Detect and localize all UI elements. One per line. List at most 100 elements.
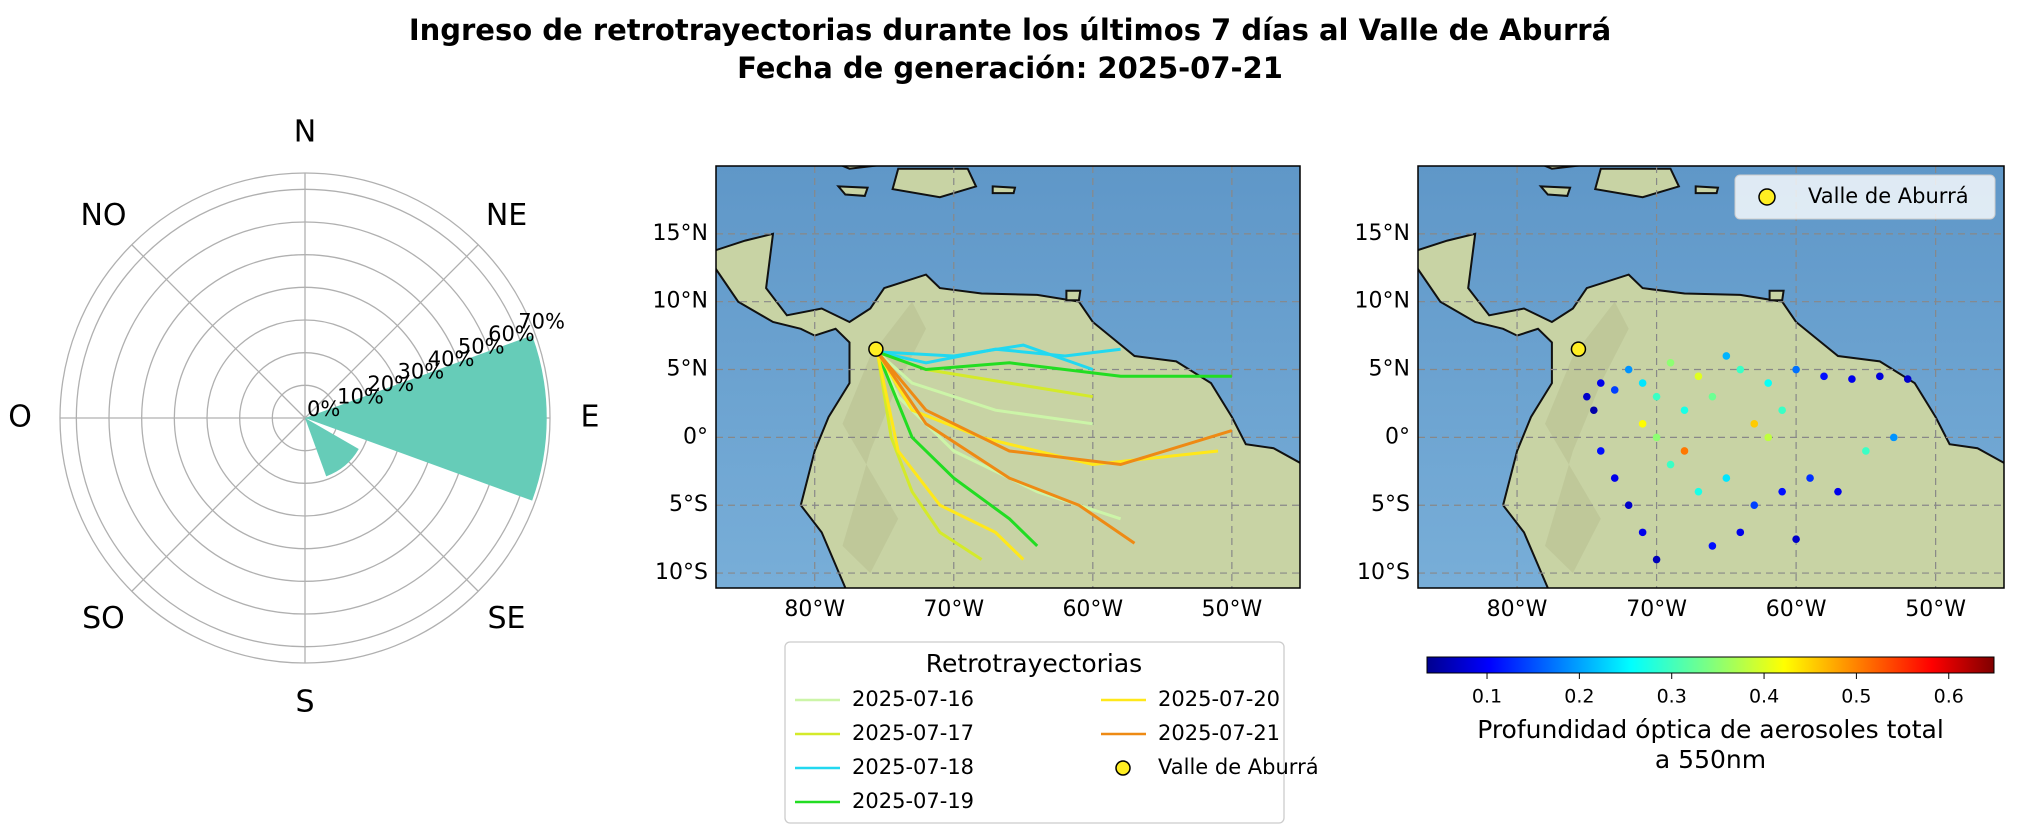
colorbar-tick-label: 0.1: [1472, 686, 1502, 708]
aod-point: [1583, 392, 1591, 401]
site-marker: [868, 341, 884, 357]
aod-point: [1708, 392, 1717, 401]
spoke: [131, 417, 306, 592]
x-tick-label: 50°W: [1201, 597, 1262, 622]
spoke: [131, 244, 306, 419]
aod-point: [1610, 386, 1619, 394]
island: [991, 185, 1017, 195]
aod-point: [1792, 535, 1800, 543]
aod-point: [1694, 372, 1703, 381]
aod-point: [1806, 474, 1814, 482]
aod-point: [1666, 460, 1675, 469]
y-tick-label: 10°S: [655, 560, 708, 585]
direction-label: E: [581, 400, 600, 435]
direction-label: SO: [82, 601, 125, 636]
r-tick-label: 70%: [518, 309, 565, 333]
aod-point: [1848, 375, 1856, 383]
aod-point: [1876, 372, 1884, 381]
y-tick-label: 15°N: [1355, 221, 1410, 246]
trajectory: [875, 351, 1039, 547]
x-tick-label: 70°W: [923, 597, 984, 622]
aod-point: [1862, 447, 1870, 455]
aod-point: [1694, 487, 1703, 496]
direction-label: N: [294, 115, 316, 150]
direction-label: SE: [488, 601, 526, 636]
y-tick-label: 5°S: [1371, 492, 1410, 517]
island: [1538, 185, 1572, 197]
colorbar-tick-label: 0.2: [1564, 686, 1594, 708]
colorbar: [1426, 656, 1995, 674]
aod-point: [1792, 365, 1800, 374]
y-tick-label: 10°N: [653, 289, 708, 314]
aod-point: [1624, 501, 1633, 510]
aod-point: [1820, 372, 1828, 381]
y-tick-label: 5°N: [667, 357, 708, 382]
aod-point: [1708, 542, 1717, 550]
r-tick-label: 0%: [307, 397, 340, 421]
trajectory: [875, 351, 1025, 561]
island: [891, 167, 978, 199]
aod-point: [1638, 528, 1647, 537]
aod-point: [1652, 392, 1661, 401]
aod-point: [1889, 433, 1898, 442]
trajectory: [876, 350, 1094, 426]
aod-point: [1596, 447, 1605, 455]
colorbar-tick-label: 0.6: [1934, 686, 1964, 708]
direction-label: S: [295, 685, 314, 720]
legend-title: Retrotrayectorias: [926, 649, 1142, 678]
aod-point: [1652, 555, 1661, 564]
y-tick-label: 5°N: [1369, 357, 1410, 382]
y-tick-label: 10°S: [1357, 560, 1410, 585]
legend-label: 2025-07-17: [852, 721, 974, 745]
aod-point: [1764, 433, 1773, 442]
trajectory: [877, 343, 1094, 371]
map-frame: [1417, 165, 2005, 589]
aod-point: [1736, 528, 1745, 537]
x-tick-label: 70°W: [1626, 597, 1687, 622]
x-tick-label: 80°W: [784, 597, 845, 622]
legend-swatch: [1758, 188, 1776, 206]
island: [1694, 185, 1720, 195]
legend-label: 2025-07-19: [852, 789, 974, 813]
map-area: [716, 166, 1300, 588]
spoke: [304, 244, 479, 419]
colorbar-tick-label: 0.3: [1657, 686, 1687, 708]
aod-point: [1736, 365, 1745, 374]
aod-point: [1764, 379, 1773, 387]
sector: [305, 335, 547, 501]
colorbar-tick-label: 0.5: [1841, 686, 1871, 708]
island: [1065, 289, 1082, 302]
colorbar-tick-label: 0.4: [1749, 686, 1779, 708]
r-tick-label: 50%: [458, 334, 505, 358]
aod-point: [1778, 487, 1786, 496]
island: [1768, 289, 1785, 302]
subtitle: Fecha de generación: 2025-07-21: [737, 51, 1283, 85]
x-tick-label: 60°W: [1062, 597, 1123, 622]
legend-box: [784, 641, 1285, 824]
colorbar-label: a 550nm: [1655, 745, 1766, 774]
map-frame: [715, 165, 1301, 589]
y-tick-label: 10°N: [1355, 289, 1410, 314]
aod-point: [1680, 447, 1689, 455]
trajectory: [876, 350, 1232, 378]
y-tick-label: 5°S: [669, 492, 708, 517]
aod-point: [1666, 358, 1675, 367]
colorbar-label: Profundidad óptica de aerosoles total: [1477, 715, 1944, 744]
trajectory: [876, 351, 1136, 545]
direction-label: NO: [80, 198, 126, 233]
aod-point: [1638, 420, 1647, 428]
aod-point: [1722, 474, 1731, 482]
legend-label: 2025-07-20: [1158, 687, 1280, 711]
aod-point: [1596, 379, 1605, 387]
y-tick-label: 15°N: [653, 221, 708, 246]
r-tick-label: 30%: [398, 359, 445, 383]
island: [836, 185, 869, 197]
aod-point: [1750, 501, 1759, 510]
legend-label: Valle de Aburrá: [1808, 184, 1969, 208]
x-tick-label: 80°W: [1487, 597, 1548, 622]
r-tick-label: 10%: [337, 384, 384, 408]
map-area: [1418, 166, 2004, 588]
r-tick-label: 60%: [488, 322, 535, 346]
r-tick-label: 20%: [367, 372, 414, 396]
aod-point: [1610, 474, 1619, 482]
